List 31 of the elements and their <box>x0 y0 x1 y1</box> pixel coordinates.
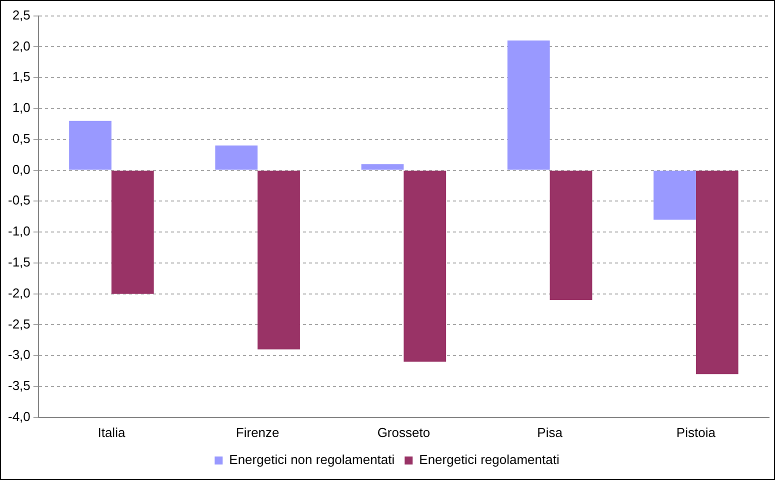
y-tick-label: -2,0 <box>8 285 30 300</box>
bar <box>507 40 550 170</box>
y-tick-label: 1,0 <box>12 100 30 116</box>
y-tick-label: 2,0 <box>12 38 30 54</box>
y-tick-label: 0,5 <box>12 130 30 146</box>
bar <box>550 170 592 300</box>
y-tick-label: -3,0 <box>8 347 30 362</box>
bar <box>404 170 446 362</box>
y-tick-label: -3,5 <box>8 378 30 394</box>
x-tick-label: Firenze <box>236 424 280 440</box>
y-tick-label: -1,5 <box>8 254 30 270</box>
legend-label: Energetici non regolamentati <box>229 452 395 468</box>
y-tick-label: -4,0 <box>8 408 30 424</box>
x-tick-label: Italia <box>98 424 126 440</box>
bar <box>69 120 112 170</box>
x-tick-label: Grosseto <box>377 424 430 440</box>
bar <box>111 170 154 294</box>
bar <box>361 164 404 170</box>
y-tick-label: -1,0 <box>8 224 30 239</box>
bar <box>654 170 696 220</box>
bar <box>215 146 258 170</box>
legend-label: Energetici regolamentati <box>419 452 560 468</box>
y-tick-label: 1,5 <box>12 69 30 84</box>
y-tick-label: -0,5 <box>8 192 30 208</box>
y-tick-label: 0,0 <box>12 162 30 177</box>
y-tick-label: -2,5 <box>8 316 30 332</box>
x-tick-label: Pisa <box>537 424 564 440</box>
x-tick-label: Pistoia <box>676 424 716 440</box>
bar <box>258 170 300 350</box>
bar <box>696 170 738 374</box>
y-tick-label: 2,5 <box>12 7 30 22</box>
